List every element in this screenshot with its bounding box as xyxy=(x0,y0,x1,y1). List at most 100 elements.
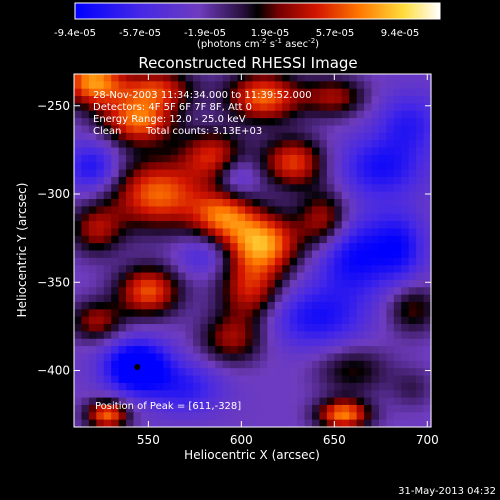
heatmap-cell xyxy=(103,301,112,310)
heatmap-cell xyxy=(386,265,395,274)
heatmap-cell xyxy=(222,309,231,318)
heatmap-cell xyxy=(378,199,387,207)
heatmap-cell xyxy=(356,81,365,90)
heatmap-cell xyxy=(74,294,83,303)
heatmap-cell xyxy=(408,74,417,82)
heatmap-cell xyxy=(408,272,417,281)
heatmap-cell xyxy=(170,287,179,296)
heatmap-cell xyxy=(200,287,209,296)
heatmap-cell xyxy=(341,316,350,325)
heatmap-cell xyxy=(185,338,194,347)
heatmap-cell xyxy=(111,257,120,266)
heatmap-cell xyxy=(81,324,90,332)
heatmap-cell xyxy=(304,221,313,230)
heatmap-cell xyxy=(96,324,105,332)
heatmap-cell xyxy=(207,118,216,127)
heatmap-cell xyxy=(200,419,209,428)
heatmap-cell xyxy=(416,346,425,355)
heatmap-cell xyxy=(163,103,172,112)
heatmap-cell xyxy=(334,419,343,428)
heatmap-cell xyxy=(274,346,283,355)
heatmap-cell xyxy=(408,316,417,325)
heatmap-cell xyxy=(349,191,358,200)
heatmap-cell xyxy=(356,375,365,384)
heatmap-cell xyxy=(200,221,209,230)
heatmap-cell xyxy=(297,132,306,141)
heatmap-cell xyxy=(207,287,216,296)
heatmap-cell xyxy=(111,154,120,163)
heatmap-cell xyxy=(245,294,254,303)
heatmap-cell xyxy=(230,390,239,399)
heatmap-cell xyxy=(111,250,120,259)
heatmap-cell xyxy=(267,169,276,178)
heatmap-cell xyxy=(111,110,120,119)
heatmap-cell xyxy=(334,132,343,141)
heatmap-cell xyxy=(274,199,283,207)
heatmap-cell xyxy=(304,162,313,171)
heatmap-cell xyxy=(289,176,298,185)
heatmap-cell xyxy=(386,382,395,391)
heatmap-cell xyxy=(371,360,380,369)
heatmap-cell xyxy=(237,154,246,163)
heatmap-cell xyxy=(193,412,202,421)
heatmap-cell xyxy=(289,88,298,97)
heatmap-cell xyxy=(200,243,209,252)
heatmap-cell xyxy=(393,397,402,406)
heatmap-cell xyxy=(304,375,313,384)
heatmap-cell xyxy=(111,81,120,90)
heatmap-cell xyxy=(118,316,127,325)
heatmap-cell xyxy=(326,324,335,332)
heatmap-cell xyxy=(319,162,328,171)
heatmap-cell xyxy=(118,88,127,97)
heatmap-cell xyxy=(163,294,172,303)
heatmap-cell xyxy=(81,154,90,163)
heatmap-cell xyxy=(386,206,395,215)
heatmap-cell xyxy=(126,176,135,185)
heatmap-cell xyxy=(252,96,261,105)
heatmap-cell xyxy=(416,132,425,141)
heatmap-cell xyxy=(297,169,306,178)
heatmap-cell xyxy=(267,301,276,310)
heatmap-cell xyxy=(148,257,157,266)
heatmap-cell xyxy=(200,235,209,244)
heatmap-cell xyxy=(312,96,321,105)
heatmap-cell xyxy=(237,125,246,134)
heatmap-cell xyxy=(81,199,90,207)
heatmap-cell xyxy=(304,257,313,266)
heatmap-cell xyxy=(297,338,306,347)
heatmap-cell xyxy=(378,404,387,413)
heatmap-cell xyxy=(364,162,373,171)
heatmap-cell xyxy=(230,257,239,266)
heatmap-cell xyxy=(423,235,432,244)
heatmap-cell xyxy=(126,118,135,127)
heatmap-cell xyxy=(393,324,402,332)
heatmap-cell xyxy=(326,74,335,82)
heatmap-cell xyxy=(148,419,157,428)
heatmap-cell xyxy=(401,147,410,156)
heatmap-cell xyxy=(118,368,127,377)
heatmap-cell xyxy=(416,103,425,112)
heatmap-cell xyxy=(126,346,135,355)
heatmap-cell xyxy=(193,331,202,340)
heatmap-cell xyxy=(245,96,254,105)
heatmap-cell xyxy=(356,103,365,112)
heatmap-cell xyxy=(326,375,335,384)
heatmap-cell xyxy=(103,419,112,428)
heatmap-cell xyxy=(178,397,187,406)
heatmap-cell xyxy=(259,250,268,259)
heatmap-cell xyxy=(274,301,283,310)
heatmap-cell xyxy=(423,147,432,156)
heatmap-cell xyxy=(364,272,373,281)
heatmap-cell xyxy=(371,88,380,97)
heatmap-cell xyxy=(259,206,268,215)
heatmap-cell xyxy=(200,140,209,149)
heatmap-cell xyxy=(378,147,387,156)
heatmap-cell xyxy=(178,382,187,391)
heatmap-cell xyxy=(148,272,157,281)
heatmap-cell xyxy=(88,346,97,355)
heatmap-cell xyxy=(222,235,231,244)
heatmap-cell xyxy=(96,206,105,215)
heatmap-cell xyxy=(319,265,328,274)
heatmap-cell xyxy=(378,324,387,332)
heatmap-cell xyxy=(297,360,306,369)
